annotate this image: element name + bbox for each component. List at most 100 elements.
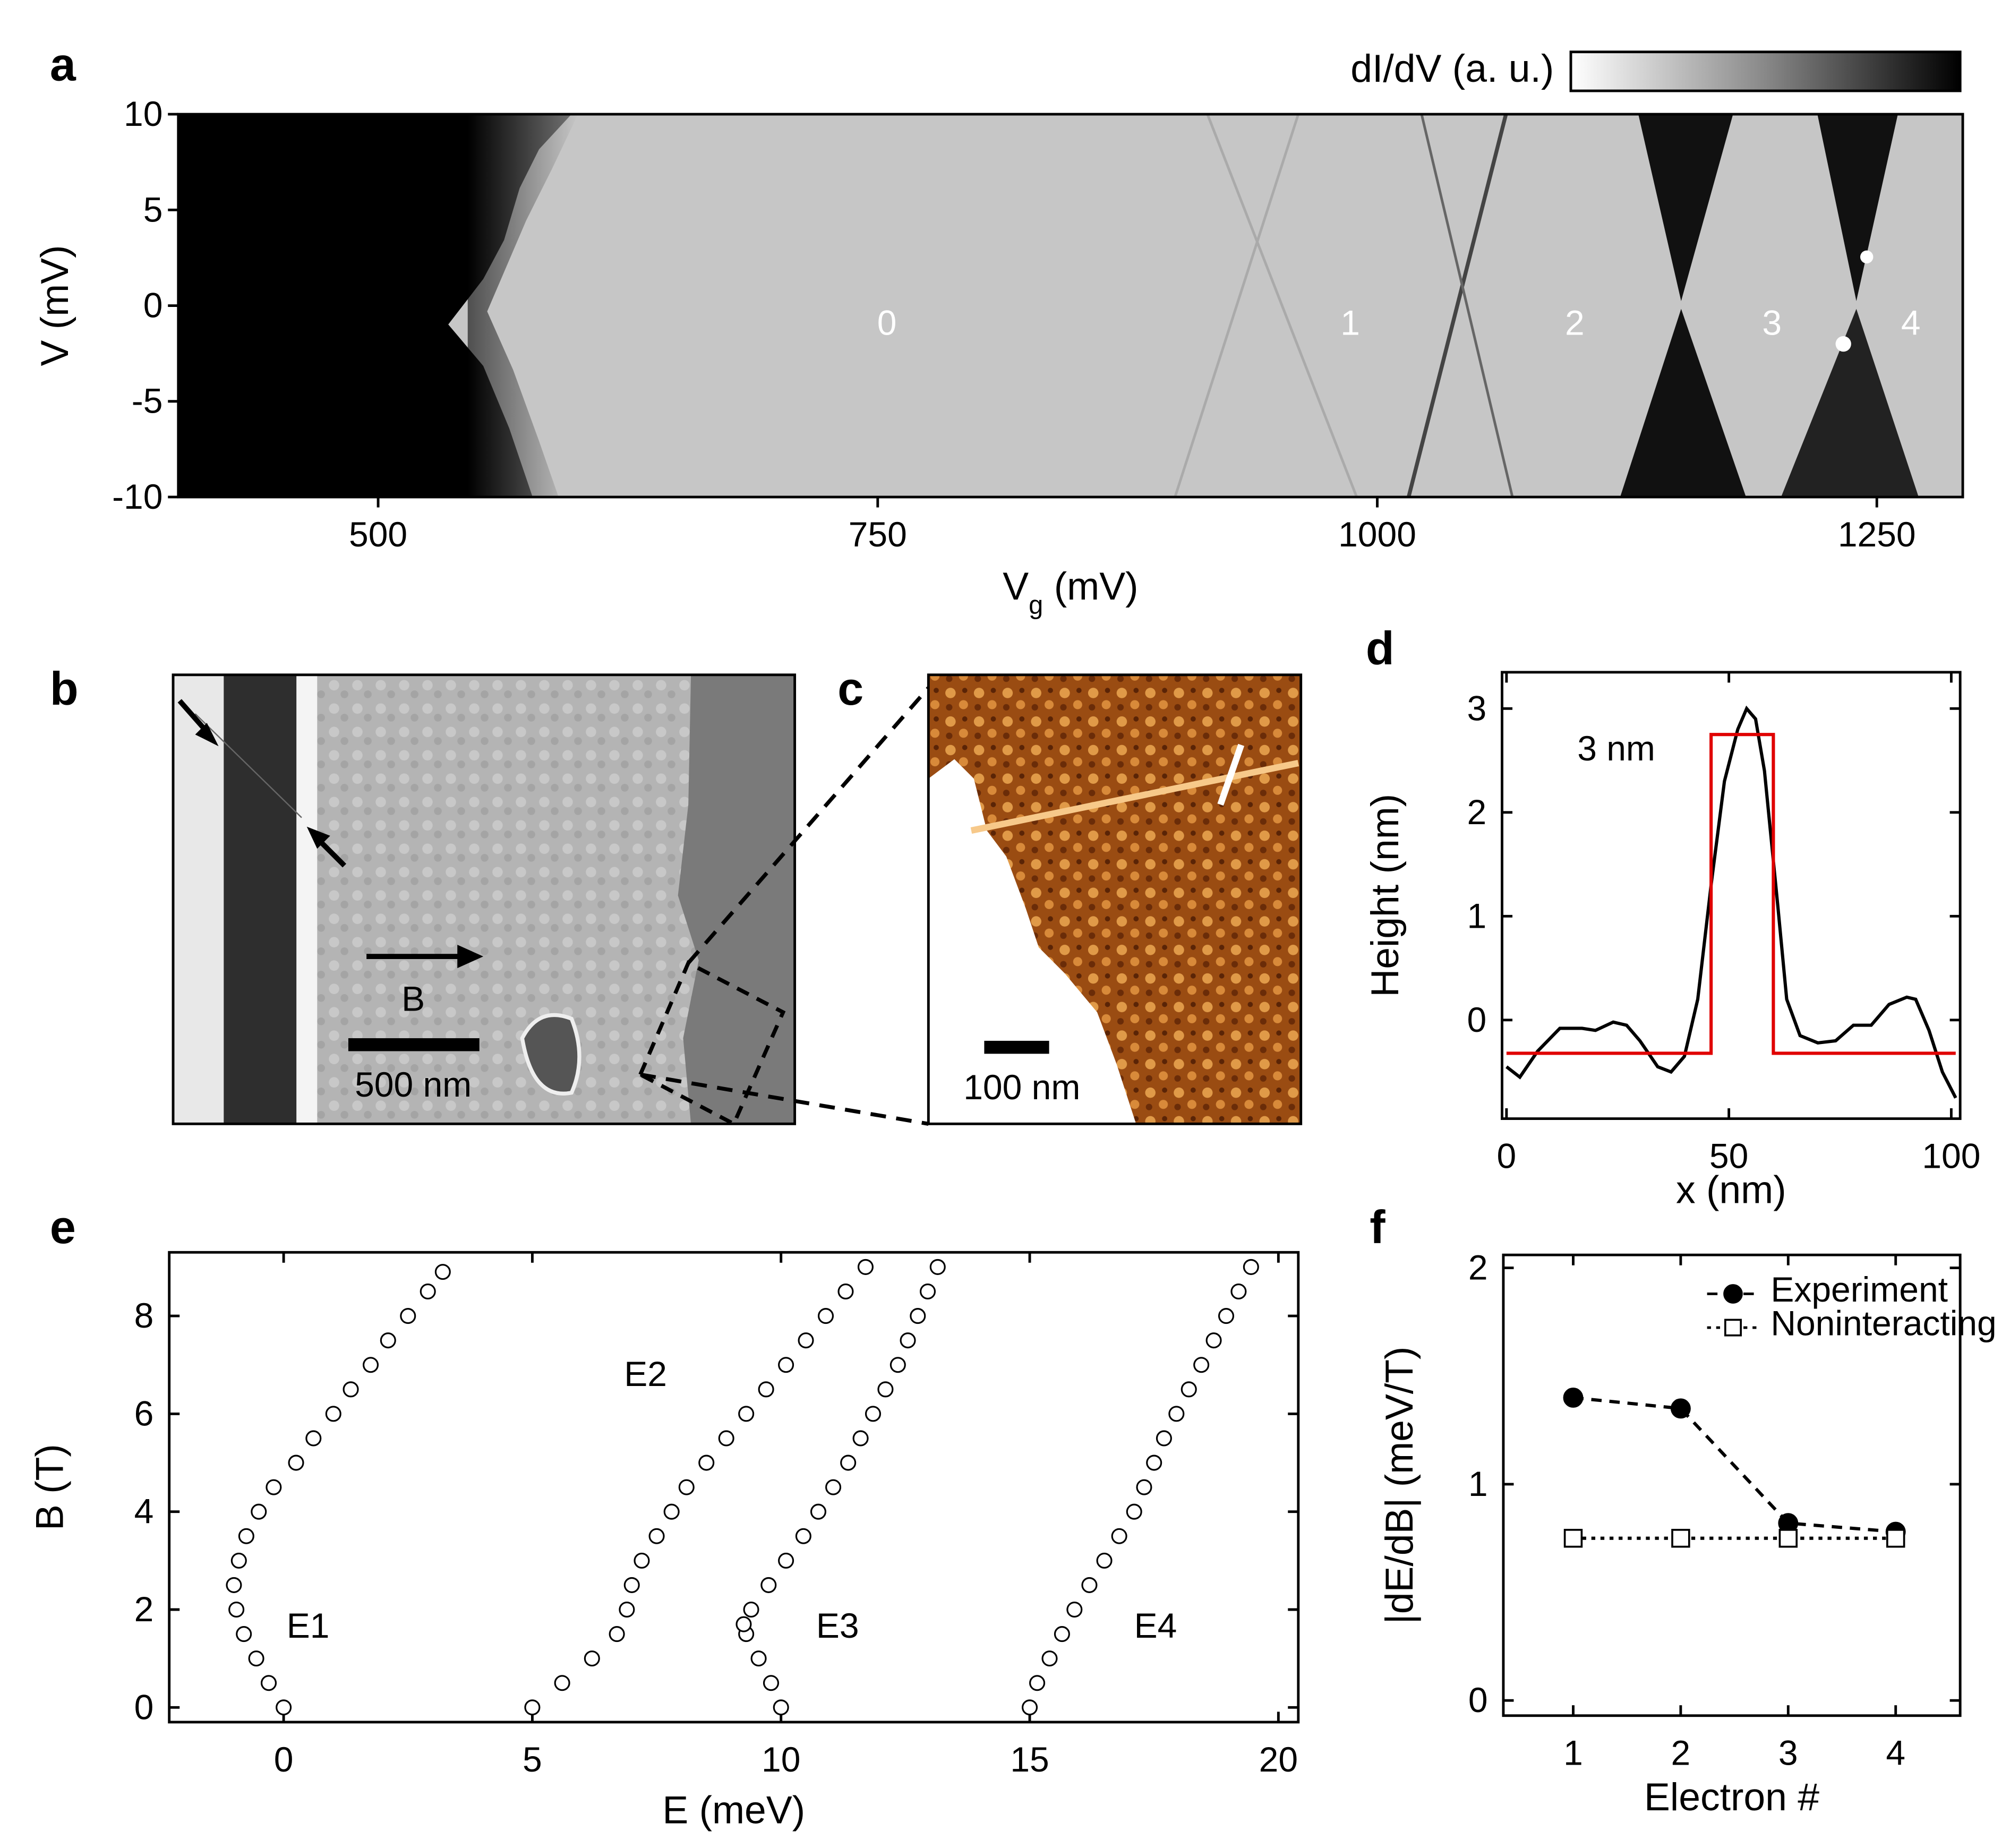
y-tick-label: 5 — [143, 190, 163, 229]
point — [238, 1528, 254, 1544]
point — [228, 1601, 245, 1618]
x-axis-label-part: V — [1003, 564, 1029, 608]
data-line — [1506, 733, 1956, 1055]
series-label: E1 — [287, 1606, 330, 1645]
panel-letter: a — [50, 38, 76, 91]
point — [663, 1503, 680, 1520]
point — [678, 1479, 695, 1495]
y-tick-label: 6 — [134, 1393, 154, 1433]
panel-letter: b — [50, 662, 79, 715]
x-tick-label: 1 — [1563, 1733, 1583, 1773]
x-tick-label: 10 — [762, 1740, 800, 1779]
legend-label: Experiment — [1770, 1270, 1948, 1309]
point — [251, 1503, 267, 1520]
x-tick-label: 4 — [1886, 1733, 1905, 1773]
point — [1181, 1381, 1197, 1398]
y-tick-label: 0 — [1468, 1680, 1488, 1719]
afm-image — [927, 673, 1303, 1125]
y-tick-label: 1 — [1467, 896, 1486, 935]
x-tick-label: 0 — [274, 1740, 294, 1779]
point — [343, 1381, 359, 1398]
y-tick-label: 0 — [143, 286, 163, 325]
y-axis-label: B (T) — [28, 1444, 71, 1530]
point — [266, 1479, 282, 1495]
point — [276, 1699, 292, 1716]
x-tick-label: 20 — [1259, 1740, 1298, 1779]
point — [810, 1503, 826, 1520]
y-tick-label: 2 — [1468, 1248, 1488, 1287]
point — [825, 1479, 842, 1495]
y-tick-label: -10 — [112, 477, 162, 516]
colorbar — [1569, 50, 1962, 92]
sem-image — [172, 673, 930, 1127]
point — [305, 1430, 322, 1447]
y-axis-label: V (mV) — [33, 245, 76, 366]
point — [852, 1430, 869, 1447]
point — [623, 1577, 640, 1593]
x-tick-label: 500 — [349, 515, 407, 554]
panel-letter: c — [837, 662, 863, 715]
point — [798, 1332, 814, 1349]
point — [584, 1650, 600, 1667]
y-tick-label: -5 — [132, 381, 163, 421]
point — [837, 1283, 854, 1300]
point — [248, 1650, 264, 1667]
point — [634, 1552, 650, 1569]
point — [760, 1577, 777, 1593]
x-tick-label: 1250 — [1838, 515, 1916, 554]
point — [1156, 1430, 1172, 1447]
point — [1193, 1357, 1210, 1373]
legend-marker — [1724, 1319, 1742, 1337]
series-label: E2 — [624, 1354, 667, 1393]
y-tick-label: 1 — [1468, 1464, 1488, 1503]
point — [325, 1406, 341, 1422]
point — [1168, 1406, 1185, 1422]
region-label: 0 — [877, 303, 897, 343]
point — [910, 1308, 926, 1324]
colorbar-label: dI/dV (a. u.) — [1350, 47, 1554, 90]
arrow-label: B — [401, 979, 425, 1019]
point — [698, 1455, 715, 1471]
point — [889, 1357, 906, 1373]
point — [288, 1455, 304, 1471]
panel-letter: d — [1366, 622, 1395, 674]
point — [773, 1699, 789, 1716]
data-line — [1573, 1396, 1896, 1534]
x-axis-label-part: (mV) — [1043, 564, 1138, 608]
y-axis-label: Height (nm) — [1363, 794, 1407, 997]
point — [1029, 1675, 1046, 1691]
point — [420, 1283, 436, 1300]
point — [763, 1675, 780, 1691]
point — [1778, 1529, 1798, 1548]
point — [795, 1528, 811, 1544]
point — [260, 1675, 277, 1691]
point — [857, 1259, 874, 1275]
scale-bar-label: 500 nm — [355, 1065, 472, 1104]
y-tick-label: 4 — [134, 1492, 154, 1531]
point — [1230, 1283, 1247, 1300]
point — [1136, 1479, 1152, 1495]
region-label: 1 — [1340, 303, 1360, 343]
x-axis-label: E (meV) — [662, 1789, 805, 1832]
point — [1218, 1308, 1235, 1324]
data-line — [1505, 705, 1957, 1099]
region-label: 2 — [1565, 303, 1585, 343]
point — [1066, 1601, 1083, 1618]
point — [1041, 1650, 1058, 1667]
point — [236, 1626, 252, 1642]
point — [380, 1332, 396, 1349]
point — [1886, 1529, 1905, 1548]
y-tick-label: 2 — [134, 1589, 154, 1629]
y-tick-label: 2 — [1467, 792, 1486, 832]
x-axis-label-part: g — [1029, 591, 1043, 620]
y-tick-label: 10 — [124, 94, 162, 133]
series-label: E3 — [816, 1606, 859, 1645]
x-tick-label: 2 — [1671, 1733, 1691, 1773]
y-tick-label: 0 — [1467, 1000, 1486, 1039]
point — [929, 1259, 946, 1275]
heatmap-image — [178, 114, 1963, 497]
point — [919, 1283, 936, 1300]
x-tick-label: 15 — [1010, 1740, 1049, 1779]
plot-frame — [1501, 671, 1962, 1120]
